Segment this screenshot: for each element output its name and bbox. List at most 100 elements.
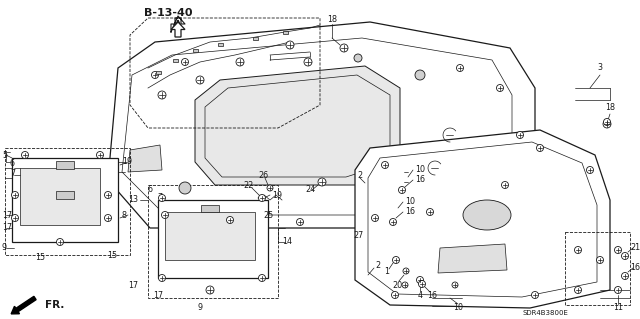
Circle shape: [419, 280, 426, 287]
Text: 10: 10: [415, 166, 425, 174]
Circle shape: [614, 286, 621, 293]
Text: 10: 10: [405, 197, 415, 206]
Polygon shape: [128, 145, 162, 172]
Text: 2: 2: [376, 261, 381, 270]
Text: 19: 19: [272, 190, 282, 199]
Circle shape: [575, 247, 582, 254]
Text: 24: 24: [305, 186, 315, 195]
Polygon shape: [108, 22, 535, 228]
Circle shape: [497, 85, 504, 92]
Bar: [253, 36, 257, 40]
Text: 17: 17: [128, 280, 138, 290]
Bar: [156, 70, 161, 73]
Circle shape: [286, 41, 294, 49]
Text: B-13-40: B-13-40: [144, 8, 192, 18]
Bar: [56, 191, 74, 199]
Circle shape: [531, 292, 538, 299]
Bar: [218, 42, 223, 46]
Text: 17: 17: [153, 292, 163, 300]
Text: 10: 10: [453, 303, 463, 313]
Text: 3: 3: [598, 63, 602, 72]
Circle shape: [56, 239, 63, 246]
Circle shape: [415, 70, 425, 80]
Circle shape: [575, 286, 582, 293]
Ellipse shape: [463, 200, 511, 230]
Text: FR.: FR.: [45, 300, 65, 310]
Text: 19: 19: [122, 158, 132, 167]
Text: 18: 18: [327, 16, 337, 25]
Circle shape: [267, 185, 273, 191]
Circle shape: [371, 214, 378, 221]
Circle shape: [104, 191, 111, 198]
Text: 2: 2: [357, 170, 363, 180]
Circle shape: [259, 195, 266, 202]
Circle shape: [621, 272, 628, 279]
FancyArrow shape: [11, 296, 36, 314]
Circle shape: [402, 282, 408, 288]
Circle shape: [452, 282, 458, 288]
Text: SDR4B3800E: SDR4B3800E: [522, 310, 568, 316]
Bar: [56, 161, 74, 169]
Text: 17: 17: [2, 224, 12, 233]
Bar: [193, 48, 198, 51]
Text: 6: 6: [147, 186, 152, 195]
Text: 20: 20: [392, 280, 402, 290]
Text: 17: 17: [2, 211, 12, 219]
Polygon shape: [428, 145, 472, 170]
Bar: [282, 31, 287, 33]
Text: 1: 1: [385, 268, 390, 277]
Circle shape: [12, 214, 19, 221]
Circle shape: [22, 152, 29, 159]
Polygon shape: [158, 200, 268, 278]
Polygon shape: [355, 130, 610, 308]
Circle shape: [390, 219, 397, 226]
Circle shape: [12, 191, 19, 198]
Circle shape: [614, 247, 621, 254]
Text: 22: 22: [243, 181, 253, 189]
Circle shape: [296, 219, 303, 226]
Circle shape: [182, 58, 189, 65]
Circle shape: [206, 286, 214, 294]
Circle shape: [179, 182, 191, 194]
Circle shape: [97, 152, 104, 159]
Circle shape: [604, 118, 611, 125]
Circle shape: [340, 44, 348, 52]
Circle shape: [586, 167, 593, 174]
Circle shape: [259, 275, 266, 281]
Circle shape: [196, 76, 204, 84]
Circle shape: [304, 58, 312, 66]
Circle shape: [392, 256, 399, 263]
Text: 15: 15: [35, 254, 45, 263]
Text: 16: 16: [427, 291, 437, 300]
Circle shape: [621, 253, 628, 259]
Text: 25: 25: [263, 211, 273, 219]
Circle shape: [159, 275, 166, 281]
Circle shape: [417, 277, 424, 284]
Text: 9: 9: [197, 303, 203, 313]
Circle shape: [104, 214, 111, 221]
Circle shape: [536, 145, 543, 152]
Circle shape: [236, 58, 244, 66]
Text: 5: 5: [2, 151, 7, 160]
Text: 16: 16: [415, 175, 425, 184]
Circle shape: [456, 64, 463, 71]
Polygon shape: [438, 244, 507, 273]
Text: 26: 26: [258, 170, 268, 180]
Circle shape: [596, 256, 604, 263]
Text: 27: 27: [353, 231, 363, 240]
Circle shape: [426, 209, 433, 216]
Text: 11: 11: [613, 303, 623, 313]
Circle shape: [152, 71, 159, 78]
Circle shape: [516, 131, 524, 138]
Circle shape: [603, 120, 611, 128]
Circle shape: [227, 217, 234, 224]
Text: 9: 9: [2, 243, 7, 253]
Text: 4: 4: [417, 291, 422, 300]
Text: 6: 6: [10, 159, 15, 167]
Circle shape: [158, 91, 166, 99]
Text: 21: 21: [630, 243, 640, 253]
Text: 8: 8: [122, 211, 127, 219]
Circle shape: [318, 178, 326, 186]
Circle shape: [502, 182, 509, 189]
Circle shape: [399, 187, 406, 194]
